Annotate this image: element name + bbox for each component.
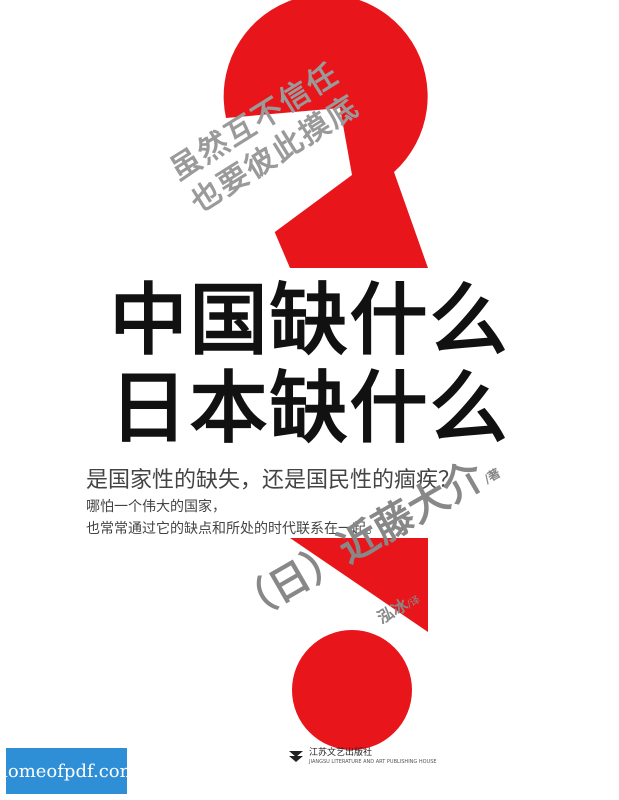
watermark-badge[interactable]: homeofpdf.com xyxy=(6,748,127,794)
title-line-1: 中国缺什么 xyxy=(0,282,619,360)
title-line-2: 日本缺什么 xyxy=(0,370,619,448)
publisher-subtitle: JIANGSU LITERATURE AND ART PUBLISHING HO… xyxy=(309,759,437,765)
question-mark-dot xyxy=(292,630,412,750)
watermark-text: homeofpdf.com xyxy=(0,761,137,782)
description-line-1: 哪怕一个伟大的国家， xyxy=(86,496,226,516)
publisher: 江苏文艺出版社 JIANGSU LITERATURE AND ART PUBLI… xyxy=(288,748,437,765)
publisher-logo-icon xyxy=(288,748,304,764)
publisher-name: 江苏文艺出版社 xyxy=(309,748,372,758)
